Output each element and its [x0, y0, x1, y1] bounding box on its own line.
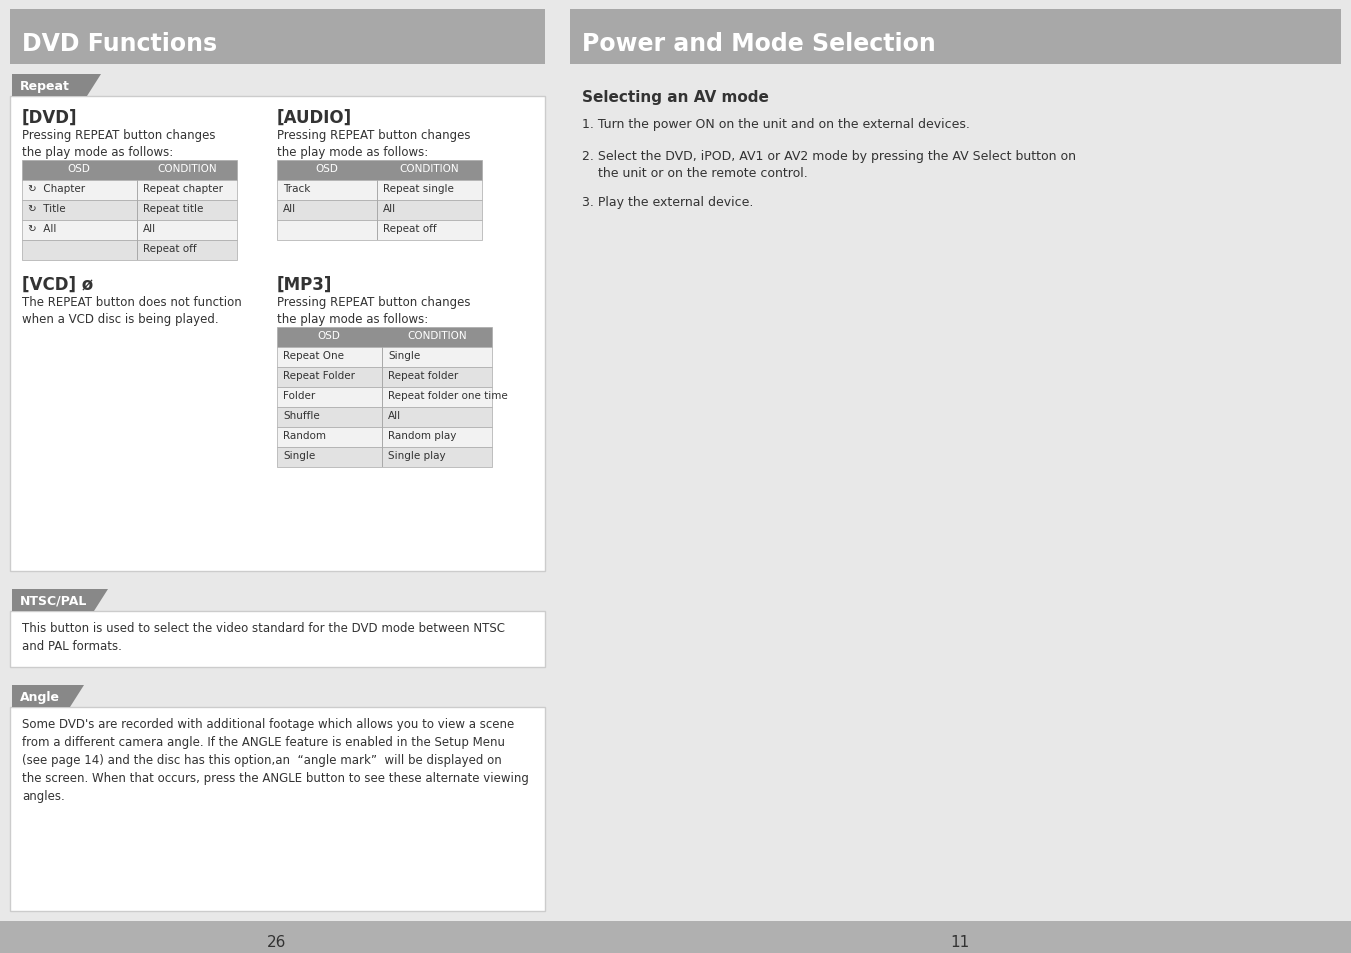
Text: Shuffle: Shuffle	[282, 411, 320, 420]
Text: All: All	[282, 204, 296, 213]
Text: OSD: OSD	[316, 164, 339, 173]
Text: Repeat One: Repeat One	[282, 351, 345, 360]
Bar	[22, 201, 236, 221]
Text: Repeat folder: Repeat folder	[388, 371, 458, 380]
Text: All: All	[143, 224, 157, 233]
Bar	[22, 181, 236, 201]
Text: [AUDIO]: [AUDIO]	[277, 109, 353, 127]
Text: 26: 26	[267, 935, 286, 949]
Text: Single: Single	[388, 351, 420, 360]
Text: This button is used to select the video standard for the DVD mode between NTSC
a: This button is used to select the video …	[22, 621, 505, 652]
Text: CONDITION: CONDITION	[399, 164, 459, 173]
Bar	[12, 75, 86, 97]
Bar	[277, 368, 492, 388]
Text: 1. Turn the power ON on the unit and on the external devices.: 1. Turn the power ON on the unit and on …	[582, 118, 970, 131]
Text: Repeat title: Repeat title	[143, 204, 204, 213]
Polygon shape	[86, 75, 101, 97]
Text: Repeat single: Repeat single	[382, 184, 454, 193]
Bar	[12, 685, 70, 707]
Text: Random: Random	[282, 431, 326, 440]
Bar	[277, 348, 492, 368]
Bar	[277, 161, 482, 181]
Text: Some DVD's are recorded with additional footage which allows you to view a scene: Some DVD's are recorded with additional …	[22, 718, 528, 802]
Text: Selecting an AV mode: Selecting an AV mode	[582, 90, 769, 105]
Text: ↻  All: ↻ All	[28, 224, 57, 233]
Bar	[570, 10, 1342, 65]
Bar	[277, 221, 482, 241]
Text: NTSC/PAL: NTSC/PAL	[20, 595, 88, 607]
Text: All: All	[388, 411, 401, 420]
Text: Repeat off: Repeat off	[382, 224, 436, 233]
Bar	[277, 448, 492, 468]
Bar	[277, 388, 492, 408]
Text: ↻  Chapter: ↻ Chapter	[28, 184, 85, 193]
Text: Repeat chapter: Repeat chapter	[143, 184, 223, 193]
Text: Repeat off: Repeat off	[143, 244, 197, 253]
Bar	[277, 181, 482, 201]
Text: Random play: Random play	[388, 431, 457, 440]
Text: Power and Mode Selection: Power and Mode Selection	[582, 32, 936, 56]
Text: DVD Functions: DVD Functions	[22, 32, 218, 56]
Text: Repeat folder one time: Repeat folder one time	[388, 391, 508, 400]
Text: Angle: Angle	[20, 690, 59, 703]
Text: OSD: OSD	[317, 331, 340, 340]
Text: Pressing REPEAT button changes
the play mode as follows:: Pressing REPEAT button changes the play …	[22, 129, 216, 159]
Text: CONDITION: CONDITION	[407, 331, 467, 340]
Polygon shape	[70, 685, 84, 707]
Text: [VCD] ø: [VCD] ø	[22, 275, 93, 294]
Text: All: All	[382, 204, 396, 213]
Text: 3. Play the external device.: 3. Play the external device.	[582, 195, 754, 209]
Text: Single play: Single play	[388, 451, 446, 460]
Bar	[22, 241, 236, 261]
Bar	[9, 97, 544, 572]
Text: CONDITION: CONDITION	[157, 164, 216, 173]
Text: ↻  Title: ↻ Title	[28, 204, 66, 213]
Bar	[277, 428, 492, 448]
Text: [DVD]: [DVD]	[22, 109, 77, 127]
Text: Repeat: Repeat	[20, 80, 70, 92]
Bar	[0, 921, 1351, 953]
Bar	[277, 201, 482, 221]
Bar	[277, 328, 492, 348]
Text: The REPEAT button does not function
when a VCD disc is being played.: The REPEAT button does not function when…	[22, 295, 242, 326]
Text: Single: Single	[282, 451, 315, 460]
Text: Folder: Folder	[282, 391, 315, 400]
Polygon shape	[95, 589, 108, 612]
Text: 11: 11	[950, 935, 970, 949]
Bar	[9, 707, 544, 911]
Bar	[12, 589, 95, 612]
Text: [MP3]: [MP3]	[277, 275, 332, 294]
Bar	[9, 612, 544, 667]
Text: Pressing REPEAT button changes
the play mode as follows:: Pressing REPEAT button changes the play …	[277, 129, 470, 159]
Text: Repeat Folder: Repeat Folder	[282, 371, 355, 380]
Text: 2. Select the DVD, iPOD, AV1 or AV2 mode by pressing the AV Select button on
   : 2. Select the DVD, iPOD, AV1 or AV2 mode…	[582, 150, 1075, 180]
Bar	[22, 221, 236, 241]
Bar	[9, 10, 544, 65]
Text: Track: Track	[282, 184, 311, 193]
Bar	[277, 408, 492, 428]
Text: OSD: OSD	[68, 164, 91, 173]
Text: Pressing REPEAT button changes
the play mode as follows:: Pressing REPEAT button changes the play …	[277, 295, 470, 326]
Bar	[22, 161, 236, 181]
